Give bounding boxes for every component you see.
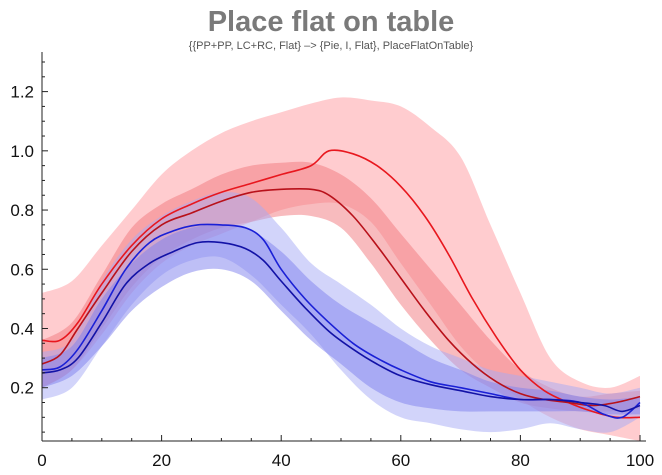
confidence-bands <box>42 97 640 441</box>
axes: 0 20 40 60 80 100 0.2 0.4 0.6 0.8 1.0 1.2 <box>10 52 654 470</box>
y-tick-label: 1.0 <box>10 142 34 161</box>
series-4-line <box>41 240 641 413</box>
chart-subtitle: {{PP+PP, LC+RC, Flat} –> {Pie, I, Flat},… <box>188 40 474 52</box>
series-1-line <box>41 149 641 419</box>
y-tick-label: 1.2 <box>10 83 34 102</box>
x-tick-label: 60 <box>391 451 410 470</box>
x-tick-label: 80 <box>511 451 530 470</box>
series-4-band <box>42 224 640 415</box>
y-tick-label: 0.8 <box>10 201 34 220</box>
x-tick-label: 40 <box>272 451 291 470</box>
x-tick-label: 0 <box>37 451 46 470</box>
x-tick-label: 100 <box>626 451 654 470</box>
x-tick-label: 20 <box>152 451 171 470</box>
series-lines <box>41 149 641 419</box>
y-tick-label: 0.6 <box>10 260 34 279</box>
y-tick-label: 0.4 <box>10 319 34 338</box>
y-tick-label: 0.2 <box>10 379 34 398</box>
chart-title: Place flat on table <box>207 6 455 38</box>
